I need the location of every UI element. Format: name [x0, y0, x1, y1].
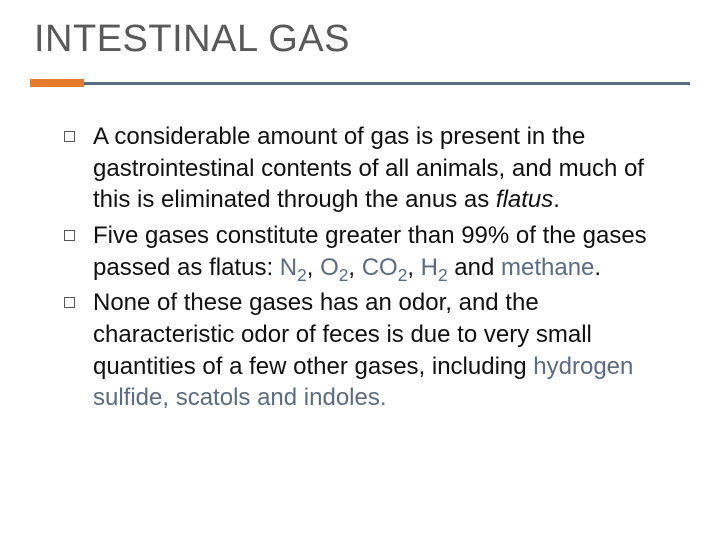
- text-highlight: methane: [501, 254, 594, 281]
- subscript: 2: [398, 264, 408, 284]
- text-run: ,: [407, 254, 420, 281]
- gas-label: H: [421, 254, 438, 281]
- list-item: None of these gases has an odor, and the…: [64, 287, 684, 414]
- bullet-text: A considerable amount of gas is present …: [93, 121, 684, 216]
- text-highlight: CO2: [362, 254, 408, 281]
- divider-accent: [30, 79, 84, 87]
- title-divider: [30, 79, 690, 87]
- gas-label: O: [320, 254, 339, 281]
- list-item: Five gases constitute greater than 99% o…: [64, 220, 684, 283]
- content-area: A considerable amount of gas is present …: [30, 121, 690, 414]
- bullet-text: None of these gases has an odor, and the…: [93, 287, 684, 414]
- text-run: A considerable amount of gas is present …: [93, 123, 644, 213]
- bullet-icon: [64, 131, 75, 142]
- text-highlight: N2: [280, 254, 307, 281]
- slide-title: INTESTINAL GAS: [30, 18, 690, 61]
- text-run: None of these gases has an odor, and the…: [93, 289, 592, 379]
- text-run: ,: [348, 254, 361, 281]
- text-italic: flatus: [496, 186, 553, 213]
- subscript: 2: [339, 264, 349, 284]
- text-highlight: O2: [320, 254, 348, 281]
- subscript: 2: [297, 264, 307, 284]
- bullet-icon: [64, 297, 75, 308]
- text-run: .: [553, 186, 560, 213]
- divider-line: [84, 79, 690, 87]
- gas-label: N: [280, 254, 297, 281]
- list-item: A considerable amount of gas is present …: [64, 121, 684, 216]
- subscript: 2: [438, 264, 448, 284]
- bullet-icon: [64, 230, 75, 241]
- text-run: and: [448, 254, 501, 281]
- bullet-text: Five gases constitute greater than 99% o…: [93, 220, 684, 283]
- text-run: ,: [307, 254, 320, 281]
- text-run: .: [594, 254, 601, 281]
- slide: INTESTINAL GAS A considerable amount of …: [0, 0, 720, 540]
- gas-label: CO: [362, 254, 398, 281]
- text-highlight: H2: [421, 254, 448, 281]
